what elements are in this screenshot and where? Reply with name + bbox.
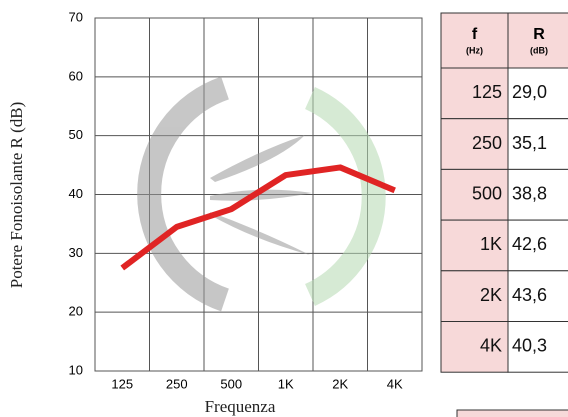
cell-text: 500: [472, 184, 502, 204]
table: f (Hz) R (dB) 125 29,0 250 35,1 500 38,8 1K 42,6 2K 4…: [440, 12, 568, 373]
x-tick-label: 2K: [332, 376, 348, 391]
cell-text: 35,1: [512, 133, 547, 153]
y-tick-label: 50: [69, 127, 83, 142]
cell-text: 1K: [480, 234, 502, 254]
table-cell: [440, 118, 509, 170]
table-cell: [507, 118, 568, 170]
y-tick-label: 60: [69, 68, 83, 83]
x-tick-label: 250: [166, 376, 188, 391]
x-tick-label: 125: [111, 376, 133, 391]
x-axis-label: Frequenza: [205, 397, 276, 416]
logo: [137, 76, 386, 312]
y-tick-label: 70: [69, 9, 83, 24]
cell-text: 4K: [480, 336, 502, 356]
header-cell: [507, 12, 568, 69]
header-label: R: [533, 26, 545, 43]
cell-text: 125: [472, 82, 502, 102]
x-tick-label: 4K: [387, 376, 403, 391]
table-cell: [507, 321, 568, 373]
cell-text: 38,8: [512, 184, 547, 204]
table-cell: [507, 168, 568, 221]
x-tick-label: 1K: [278, 376, 294, 391]
header-cell: [440, 12, 509, 69]
cell-text: 40,3: [512, 336, 547, 356]
cell-text: 43,6: [512, 285, 547, 305]
header-unit: (dB): [530, 45, 548, 55]
x-tick-label: 500: [220, 376, 242, 391]
table-cell: [440, 219, 509, 272]
y-tick-label: 10: [69, 362, 83, 377]
table-cell: [440, 270, 509, 322]
table-cell: [440, 168, 509, 221]
cell-text: 42,6: [512, 234, 547, 254]
decor-box: [456, 409, 568, 417]
y-tick-label: 40: [69, 186, 83, 201]
header-unit: (Hz): [466, 45, 483, 55]
table-cell: [507, 270, 568, 322]
y-tick-label: 30: [69, 245, 83, 260]
table-cell: [507, 67, 568, 120]
table-cell: [440, 321, 509, 373]
cell-text: 2K: [480, 285, 502, 305]
cell-text: 250: [472, 133, 502, 153]
data-line: [120, 164, 396, 271]
header-label: f: [472, 26, 478, 43]
cell-text: 29,0: [512, 82, 547, 102]
y-axis-label: Potere Fonoisolante R (dB): [7, 102, 26, 289]
y-tick-label: 20: [69, 304, 83, 319]
